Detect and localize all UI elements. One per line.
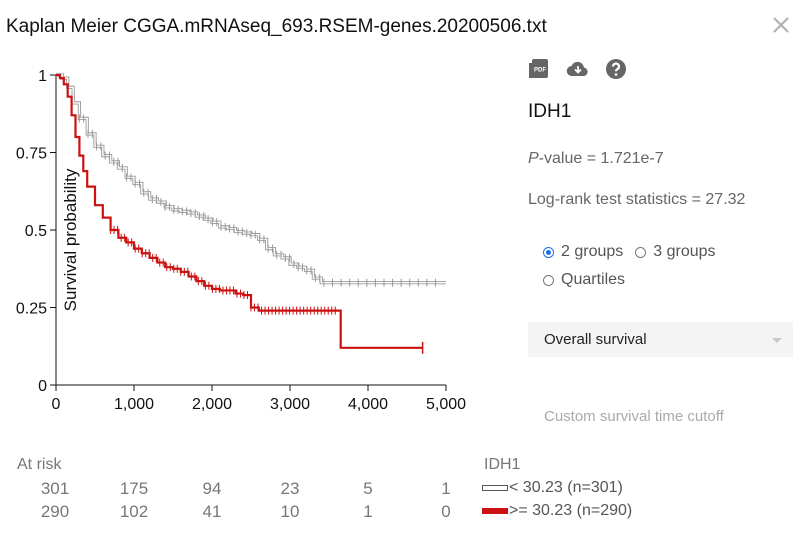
radio-quartiles-indicator[interactable] — [543, 274, 554, 286]
legend-item-high: >= 30.23 (n=290) — [482, 502, 632, 520]
at-risk-value: 10 — [280, 502, 300, 521]
survival-type-value: Overall survival — [544, 331, 647, 348]
survival-chart: 0 1,000 2,000 3,000 4,000 5,000 0 0.25 0.5 0.75 1 S… — [16, 68, 466, 413]
legend-label-high: >= 30.23 (n=290) — [509, 502, 633, 519]
dialog-title: Kaplan Meier CGGA.mRNAseq_693.RSEM-genes… — [6, 16, 547, 37]
close-icon[interactable] — [770, 14, 792, 36]
legend-label-low: < 30.23 (n=301) — [509, 479, 623, 496]
radio-3-groups[interactable]: 3 groups — [635, 243, 716, 261]
at-risk-value: 290 — [40, 502, 70, 521]
survival-type-select[interactable]: Overall survival — [528, 322, 793, 357]
at-risk-value: 175 — [119, 479, 149, 498]
at-risk-value: 301 — [40, 479, 70, 498]
legend-item-low: < 30.23 (n=301) — [482, 479, 623, 497]
radio-quartiles-label: Quartiles — [561, 271, 626, 288]
p-value: P-value = 1.721e-7 — [528, 150, 664, 168]
group-radio-options: 2 groups 3 groups Quartiles — [543, 242, 728, 298]
at-risk-value: 102 — [119, 502, 149, 521]
y-tick-label: 0.5 — [25, 223, 47, 240]
chevron-down-icon — [772, 338, 782, 343]
radio-2-groups[interactable]: 2 groups — [543, 243, 623, 261]
x-tick-label: 5,000 — [426, 396, 466, 413]
series-line-low — [56, 74, 446, 284]
y-tick-label: 1 — [38, 68, 47, 85]
log-rank-statistic: Log-rank test statistics = 27.32 — [528, 191, 746, 208]
at-risk-value: 1 — [363, 502, 373, 521]
svg-text:PDF: PDF — [534, 68, 546, 74]
at-risk-value: 94 — [202, 479, 222, 498]
cloud-download-icon[interactable] — [566, 57, 590, 81]
custom-cutoff-link[interactable]: Custom survival time cutoff — [544, 408, 724, 425]
p-value-symbol: P — [528, 150, 539, 167]
x-tick-label: 1,000 — [114, 396, 154, 413]
at-risk-value: 1 — [441, 479, 451, 498]
at-risk-label: At risk — [17, 456, 62, 473]
legend-swatch-high — [482, 508, 508, 514]
at-risk-row-high: 290 102 41 10 1 0 — [0, 502, 460, 522]
y-axis-label: Survival probability — [61, 168, 80, 311]
radio-quartiles[interactable]: Quartiles — [543, 271, 625, 289]
legend-swatch-low — [482, 485, 508, 491]
gene-name: IDH1 — [528, 101, 572, 122]
x-tick-label: 2,000 — [192, 396, 232, 413]
series-line-low-outline — [56, 73, 446, 285]
radio-2-groups-indicator[interactable] — [543, 246, 554, 258]
series-line-high — [56, 73, 423, 349]
at-risk-value: 0 — [441, 502, 451, 521]
y-tick-label: 0 — [38, 378, 47, 395]
x-tick-label: 4,000 — [348, 396, 388, 413]
toolbar: PDF — [528, 57, 628, 81]
y-tick-label: 0.75 — [16, 146, 47, 163]
radio-3-groups-label: 3 groups — [653, 243, 716, 260]
radio-2-groups-label: 2 groups — [561, 243, 624, 260]
x-tick-label: 3,000 — [270, 396, 310, 413]
at-risk-value: 23 — [280, 479, 300, 498]
legend-title: IDH1 — [484, 456, 521, 473]
radio-3-groups-indicator[interactable] — [635, 246, 647, 258]
help-icon[interactable] — [604, 57, 628, 81]
at-risk-row-low: 301 175 94 23 5 1 — [0, 479, 460, 499]
at-risk-value: 5 — [363, 479, 373, 498]
at-risk-value: 41 — [202, 502, 222, 521]
p-value-text: -value = 1.721e-7 — [538, 150, 664, 167]
x-tick-label: 0 — [52, 396, 61, 413]
y-tick-label: 0.25 — [16, 301, 47, 318]
pdf-icon[interactable]: PDF — [528, 57, 552, 81]
